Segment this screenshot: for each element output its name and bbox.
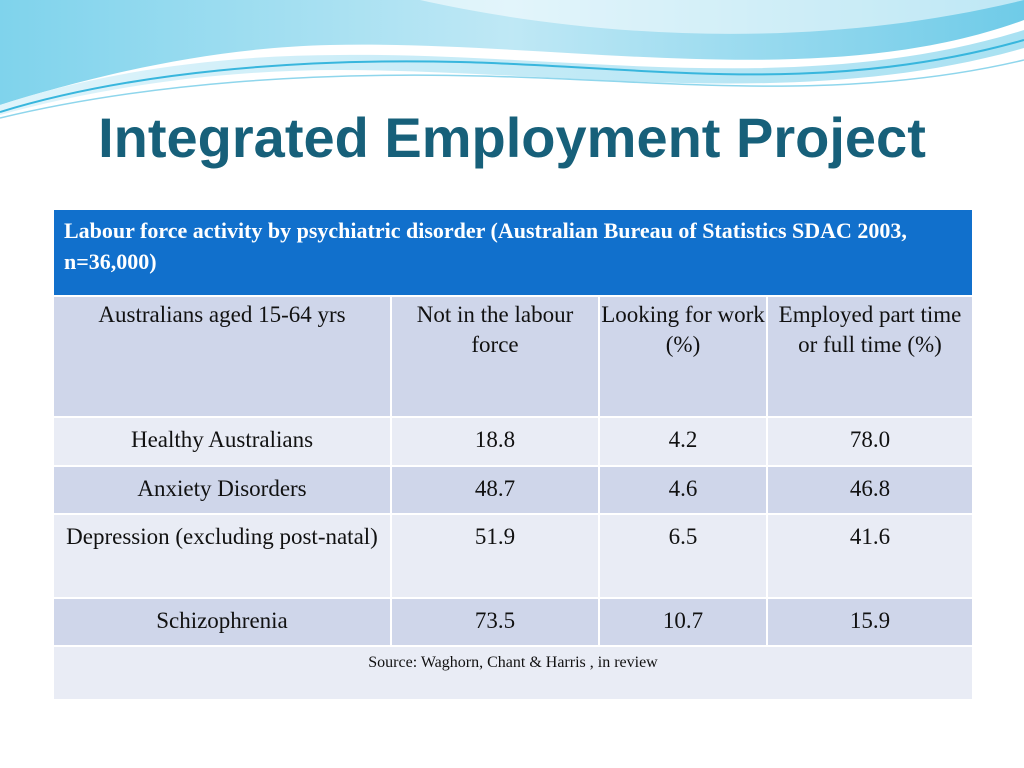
row-label: Healthy Australians	[52, 416, 392, 467]
cell-looking-for-work: 4.6	[598, 465, 768, 515]
cell-employed: 15.9	[765, 597, 975, 647]
column-header-not-in-labour-force: Not in the labour force	[390, 295, 600, 418]
row-label: Depression (excluding post-natal)	[52, 513, 392, 599]
column-header-looking-for-work: Looking for work (%)	[598, 295, 768, 418]
table-caption: Labour force activity by psychiatric dis…	[51, 208, 975, 297]
cell-not-in-labour-force: 48.7	[390, 465, 600, 515]
header-wave-decoration	[0, 0, 1024, 119]
labour-force-table: Labour force activity by psychiatric dis…	[51, 208, 975, 701]
column-header-population: Australians aged 15-64 yrs	[52, 295, 392, 418]
cell-not-in-labour-force: 51.9	[390, 513, 600, 599]
table-row: Anxiety Disorders 48.7 4.6 46.8	[52, 465, 975, 515]
cell-employed: 41.6	[765, 513, 975, 599]
row-label: Schizophrenia	[52, 597, 392, 647]
slide-title: Integrated Employment Project	[98, 106, 926, 169]
cell-looking-for-work: 6.5	[598, 513, 768, 599]
cell-looking-for-work: 10.7	[598, 597, 768, 647]
table-row: Depression (excluding post-natal) 51.9 6…	[52, 513, 975, 599]
cell-not-in-labour-force: 18.8	[390, 416, 600, 467]
cell-employed: 46.8	[765, 465, 975, 515]
table-row: Healthy Australians 18.8 4.2 78.0	[52, 416, 975, 467]
cell-not-in-labour-force: 73.5	[390, 597, 600, 647]
cell-looking-for-work: 4.2	[598, 416, 768, 467]
table-row: Schizophrenia 73.5 10.7 15.9	[52, 597, 975, 647]
cell-employed: 78.0	[765, 416, 975, 467]
column-header-employed: Employed part time or full time (%)	[765, 295, 975, 418]
table-header-row: Australians aged 15-64 yrs Not in the la…	[52, 295, 975, 418]
row-label: Anxiety Disorders	[52, 465, 392, 515]
table-source-note: Source: Waghorn, Chant & Harris , in rev…	[51, 645, 975, 701]
